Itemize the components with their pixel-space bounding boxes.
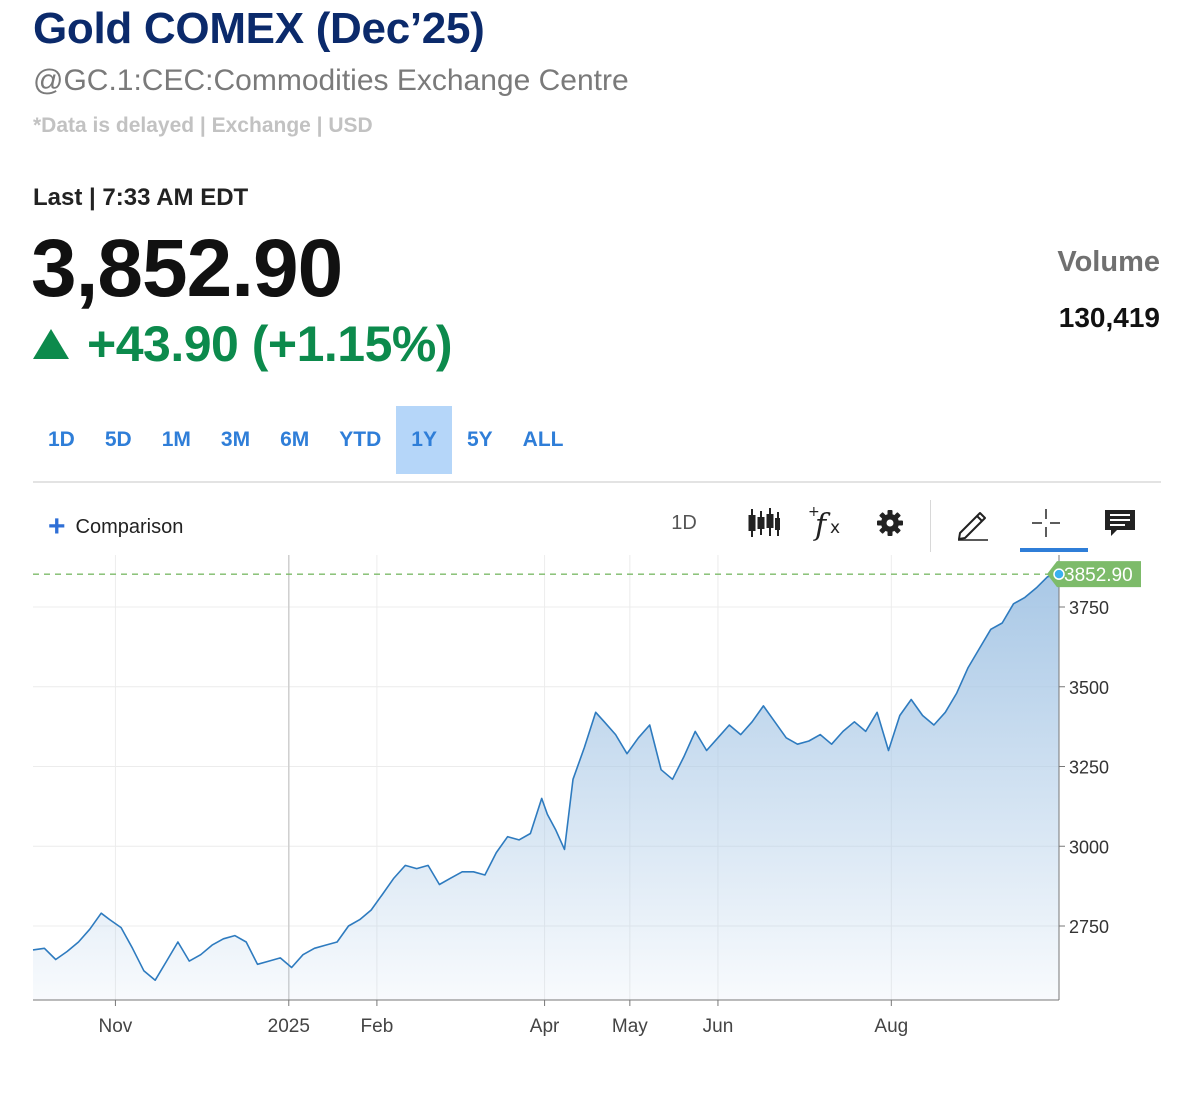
comment-icon: [1105, 510, 1135, 536]
x-tick-label: Aug: [874, 1016, 908, 1037]
toolbar-separator: [930, 500, 931, 552]
range-1y[interactable]: 1Y: [396, 406, 452, 474]
volume-value: 130,419: [1058, 302, 1160, 333]
symbol-subtitle: @GC.1:CEC:Commodities Exchange Centre: [33, 64, 629, 97]
function-icon: + f x: [808, 504, 840, 543]
price-chart[interactable]: 3750 3500 3250 3000 2750 Nov 2025 Feb Apr May Jun A…: [0, 555, 1200, 1075]
range-5d[interactable]: 5D: [104, 428, 132, 451]
last-value-dot: [1053, 568, 1065, 580]
range-all[interactable]: ALL: [522, 428, 564, 451]
y-tick-label: 3000: [1069, 837, 1109, 857]
last-value-label: 3852.90: [1064, 565, 1133, 586]
y-tick-label: 3750: [1069, 598, 1109, 618]
svg-text:+: +: [808, 504, 820, 520]
x-tick-label: Apr: [530, 1016, 560, 1037]
price-change: +43.90 (+1.15%): [87, 316, 453, 372]
price-area: [33, 574, 1059, 1000]
interval-button[interactable]: 1D: [654, 500, 714, 546]
draw-button[interactable]: [943, 500, 1003, 546]
price-line: [32, 573, 1060, 982]
x-tick-label: Nov: [99, 1016, 133, 1037]
price-change-row: +43.90 (+1.15%): [33, 314, 453, 374]
active-tool-indicator: [1020, 548, 1088, 552]
plus-icon: +: [48, 510, 66, 543]
candlestick-icon: [748, 508, 780, 537]
volume-label: Volume: [1057, 246, 1160, 278]
comment-button[interactable]: [1090, 500, 1150, 546]
x-tick-label: Jun: [703, 1016, 734, 1037]
y-tick-label: 2750: [1069, 917, 1109, 937]
comparison-label: Comparison: [75, 515, 184, 538]
x-tick-label: May: [612, 1016, 648, 1037]
range-6m[interactable]: 6M: [280, 428, 310, 451]
crosshair-icon: [1032, 509, 1060, 537]
comparison-button[interactable]: + Comparison: [48, 512, 183, 542]
last-trade-time: Last | 7:33 AM EDT: [33, 184, 249, 211]
interval-label: 1D: [671, 511, 697, 534]
range-1d[interactable]: 1D: [48, 428, 75, 451]
pencil-icon: [958, 512, 988, 541]
triangle-up-icon: [33, 329, 69, 359]
last-value-badge: [1047, 561, 1141, 588]
x-tick-label: Feb: [361, 1016, 394, 1037]
range-selector: 1D 5D 1M 3M 6M YTD 1Y 5Y ALL: [33, 406, 578, 474]
range-5y[interactable]: 5Y: [466, 428, 493, 451]
divider: [33, 481, 1161, 483]
data-delay-note: *Data is delayed | Exchange | USD: [33, 114, 373, 137]
svg-text:x: x: [830, 518, 840, 538]
svg-text:f: f: [813, 508, 831, 543]
gear-icon: [877, 510, 903, 536]
y-tick-label: 3500: [1069, 678, 1109, 698]
indicators-button[interactable]: + f x: [796, 500, 856, 546]
settings-button[interactable]: [860, 500, 920, 546]
range-ytd[interactable]: YTD: [339, 428, 382, 451]
x-tick-label: 2025: [268, 1016, 310, 1037]
page-title: Gold COMEX (Dec’25): [33, 4, 485, 53]
range-1m[interactable]: 1M: [161, 428, 191, 451]
crosshair-button[interactable]: [1016, 500, 1076, 546]
last-price: 3,852.90: [31, 223, 343, 314]
range-3m[interactable]: 3M: [220, 428, 251, 451]
y-tick-label: 3250: [1069, 758, 1109, 778]
chart-type-button[interactable]: [734, 500, 794, 546]
